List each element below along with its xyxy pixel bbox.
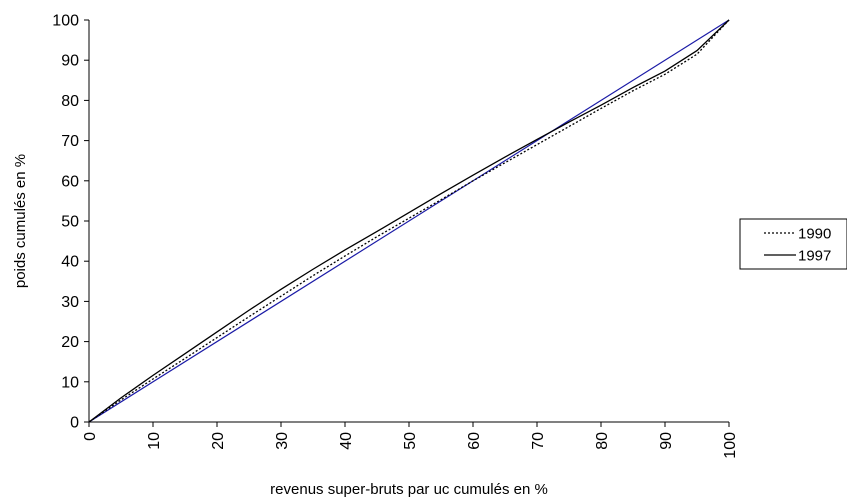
x-tick-label: 50 xyxy=(402,432,419,450)
x-tick-label: 10 xyxy=(146,432,163,450)
series-line-1990 xyxy=(88,19,730,423)
x-axis-title: revenus super-bruts par uc cumulés en % xyxy=(270,481,548,498)
series-line-1997 xyxy=(88,19,730,423)
y-axis-title: poids cumulés en % xyxy=(12,154,29,288)
y-tick-label: 80 xyxy=(61,93,79,110)
series-layer xyxy=(88,19,730,423)
equality-line xyxy=(88,19,730,423)
x-tick-label: 80 xyxy=(594,432,611,450)
x-tick-label: 100 xyxy=(722,432,739,459)
legend-label: 1997 xyxy=(798,248,831,265)
y-tick-label: 60 xyxy=(61,173,79,190)
x-tick-label: 0 xyxy=(82,432,99,441)
y-tick-label: 90 xyxy=(61,53,79,70)
x-tick-label: 30 xyxy=(274,432,291,450)
y-tick-label: 70 xyxy=(61,133,79,150)
y-tick-label: 20 xyxy=(61,334,79,351)
y-tick-label: 100 xyxy=(52,13,79,30)
legend-box xyxy=(739,218,847,270)
legend: 1990 1997 xyxy=(739,218,847,270)
x-tick-label: 70 xyxy=(530,432,547,450)
y-tick-label: 40 xyxy=(61,254,79,271)
y-tick-label: 10 xyxy=(61,374,79,391)
y-axis: 0 10 20 30 40 50 60 70 80 90 100 xyxy=(52,13,89,432)
x-tick-label: 90 xyxy=(658,432,675,450)
x-tick-label: 20 xyxy=(210,432,227,450)
y-tick-label: 30 xyxy=(61,294,79,311)
y-tick-label: 50 xyxy=(61,214,79,231)
x-tick-label: 40 xyxy=(338,432,355,450)
x-tick-label: 60 xyxy=(466,432,483,450)
x-axis: 0 10 20 30 40 50 60 70 80 90 100 xyxy=(82,422,739,459)
y-tick-label: 0 xyxy=(70,415,79,432)
legend-label: 1990 xyxy=(798,226,831,243)
